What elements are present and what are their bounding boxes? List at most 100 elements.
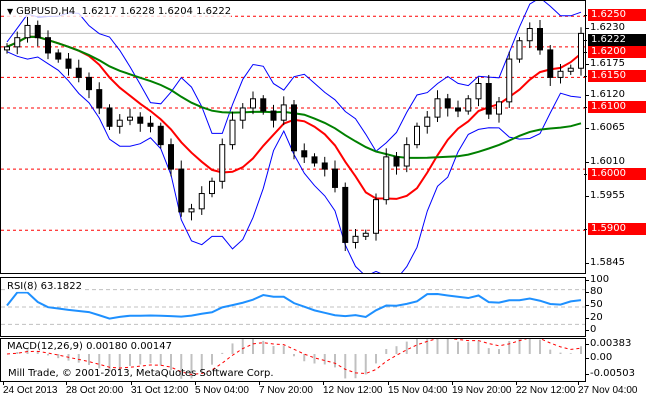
price-axis-label: 1.6175 <box>586 57 625 69</box>
macd-signal-line <box>6 339 582 375</box>
macd-axis-label: -0.00503 <box>586 368 635 379</box>
price-chart-svg <box>1 1 585 273</box>
rsi-axis-label: 50 <box>586 299 603 310</box>
candle-body <box>578 32 584 69</box>
dropdown-triangle-icon[interactable]: ▼ <box>7 7 14 16</box>
candle-body <box>188 208 195 213</box>
candle-body <box>157 125 164 146</box>
candle-body <box>55 52 62 60</box>
candle-body <box>270 110 277 121</box>
rsi-axis-label: 80 <box>586 286 603 297</box>
price-axis-label: 1.6100 <box>584 100 646 113</box>
symbol-label: GBPUSD,H4 <box>16 6 76 17</box>
candle-body <box>332 168 338 188</box>
price-axis-label: 1.6000 <box>584 167 646 180</box>
candle-body <box>198 193 205 210</box>
candle-body <box>65 58 72 69</box>
candle-body <box>96 89 103 109</box>
bollinger-lower <box>6 51 582 273</box>
candle-body <box>414 125 420 146</box>
price-axis-label: 1.6222 <box>584 33 646 46</box>
candle-body <box>362 232 369 237</box>
candle-body <box>229 119 236 146</box>
candle-body <box>485 83 492 115</box>
candle-body <box>127 116 133 121</box>
macd-panel[interactable]: MACD(12,26,9) 0.00180 0.00147 <box>0 338 586 382</box>
candle-body <box>106 107 113 127</box>
price-axis-label: 1.5955 <box>586 189 625 201</box>
time-axis-label: 19 Nov 20:00 <box>452 382 512 396</box>
price-axis-label: 1.6250 <box>584 9 646 22</box>
candle-body <box>321 162 328 170</box>
candle-body <box>352 235 359 243</box>
price-chart-panel[interactable]: ▼ GBPUSD,H4 1.6217 1.6228 1.6204 1.6222 <box>0 0 586 274</box>
macd-svg <box>6 339 582 379</box>
bollinger-upper <box>6 1 582 153</box>
candle-body <box>45 37 51 54</box>
price-axis-label: 1.5900 <box>584 223 646 236</box>
candle-body <box>475 83 482 100</box>
time-axis-label: 22 Nov 12:00 <box>516 382 576 396</box>
macd-label: MACD(12,26,9) 0.00180 0.00147 <box>7 341 173 352</box>
time-axis-label: 5 Nov 04:00 <box>195 382 249 396</box>
candle-body <box>116 119 123 127</box>
candle-body <box>137 116 144 124</box>
time-axis-label: 27 Nov 04:00 <box>578 382 638 396</box>
chart-title: ▼ GBPUSD,H4 1.6217 1.6228 1.6204 1.6222 <box>7 6 232 17</box>
candle-body <box>209 180 215 195</box>
time-axis-label: 12 Nov 12:00 <box>323 382 383 396</box>
candle-body <box>34 24 41 39</box>
candle-body <box>280 104 287 121</box>
rsi-line <box>6 291 582 320</box>
candle-body <box>393 156 400 167</box>
candle-body <box>424 116 431 127</box>
candle-body <box>86 76 92 91</box>
price-axis-label: 1.5845 <box>586 256 625 268</box>
candle-body <box>14 37 21 48</box>
candle-body <box>516 40 523 60</box>
candle-body <box>567 67 574 72</box>
candle-body <box>373 199 379 234</box>
candle-body <box>239 107 246 121</box>
candle-body <box>547 49 554 78</box>
candle-body <box>4 46 10 51</box>
candle-body <box>557 70 564 78</box>
price-axis-label: 1.6065 <box>586 122 625 134</box>
time-axis-label: 28 Oct 20:00 <box>66 382 124 396</box>
price-axis-label: 1.6230 <box>586 21 625 33</box>
rsi-label: RSI(8) 63.1822 <box>7 281 82 292</box>
candle-body <box>455 107 461 112</box>
candle-body <box>260 98 267 112</box>
time-axis-label: 7 Nov 20:00 <box>259 382 313 396</box>
candle-body <box>403 144 410 167</box>
macd-axis-label: 0.00 <box>585 352 613 363</box>
candle-body <box>219 144 226 182</box>
copyright-text: Mill Trade, © 2001-2013, MetaQuotes Soft… <box>8 368 274 379</box>
price-axis-label: 1.6150 <box>584 70 646 83</box>
candle-body <box>383 156 390 201</box>
candle-body <box>291 104 297 152</box>
rsi-axis-label: 0 <box>585 324 597 335</box>
candle-body <box>301 150 308 158</box>
candle-body <box>178 168 185 213</box>
rsi-panel[interactable]: RSI(8) 63.1822 <box>0 277 586 337</box>
time-axis-label: 24 Oct 2013 <box>3 382 58 396</box>
rsi-axis-label: 20 <box>586 312 603 323</box>
candle-body <box>465 98 472 112</box>
candle-body <box>342 186 349 243</box>
macd-axis-label: 0.00383 <box>585 338 632 349</box>
rsi-svg <box>1 289 585 325</box>
rsi-axis-label: 100 <box>585 274 610 285</box>
candle-body <box>537 28 543 51</box>
candle-body <box>506 58 513 103</box>
price-axis-label: 1.6010 <box>586 155 625 167</box>
time-axis-label: 15 Nov 04:00 <box>388 382 448 396</box>
candle-body <box>311 156 318 164</box>
candle-body <box>250 98 256 109</box>
candle-body <box>434 98 441 118</box>
candle-body <box>75 67 82 78</box>
price-axis-label: 1.6200 <box>584 45 646 58</box>
price-axis-label: 1.6120 <box>586 88 625 100</box>
ohlc-values: 1.6217 1.6228 1.6204 1.6222 <box>81 6 232 17</box>
candle-body <box>444 98 451 109</box>
